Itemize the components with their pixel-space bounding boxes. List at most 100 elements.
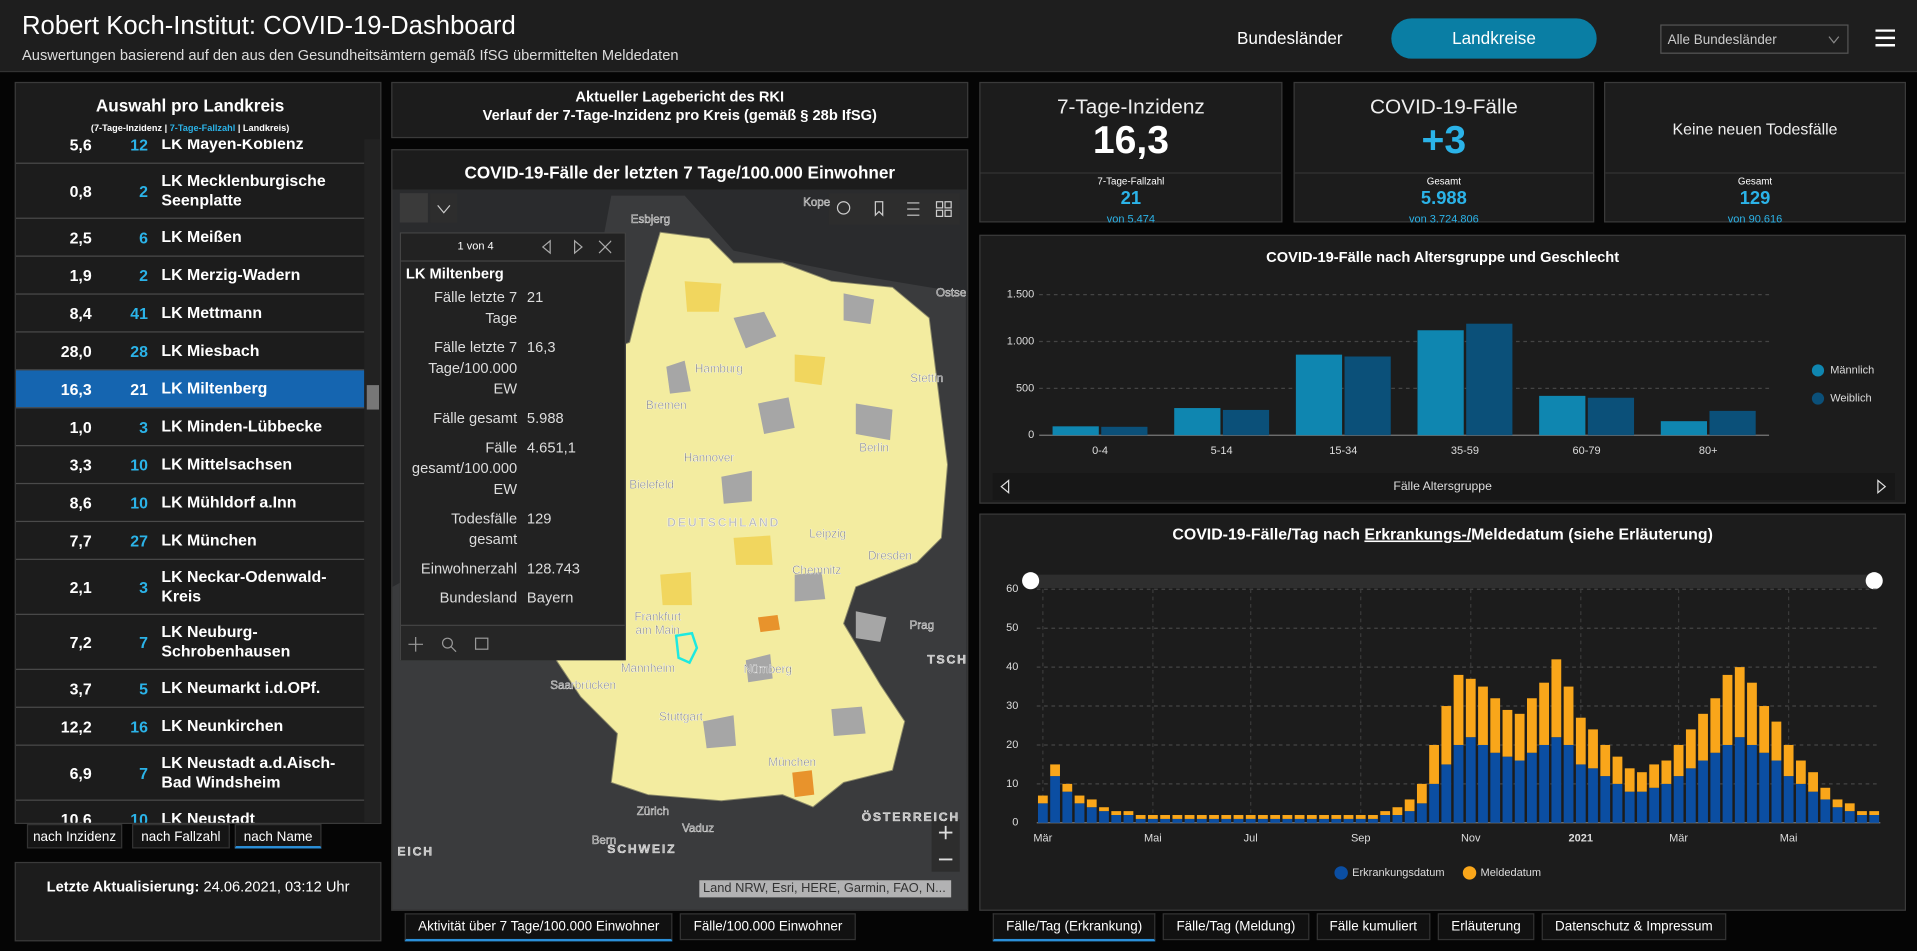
incidence: 12,2 xyxy=(60,717,92,736)
range-slider[interactable] xyxy=(1030,574,1875,589)
map-label: Hannover xyxy=(684,452,734,465)
incidence: 1,0 xyxy=(69,417,92,436)
incidence: 10,6 xyxy=(60,809,92,823)
sort-button[interactable]: nach Inzidenz xyxy=(26,824,123,849)
district-row[interactable]: 28,0 28 LK Miesbach xyxy=(15,333,365,371)
map-tool[interactable] xyxy=(430,193,458,223)
district-name: LK Neckar-Odenwald-Kreis xyxy=(161,567,327,606)
kpi-note: von 3.724.806 xyxy=(1408,212,1479,225)
scroll-arrows[interactable] xyxy=(1000,479,1887,495)
district-row[interactable]: 8,6 10 LK Mühldorf a.Inn xyxy=(15,484,365,523)
field-label: Einwohnerzahl xyxy=(420,559,518,578)
tool-icon xyxy=(437,205,451,214)
popup-fields: Fälle letzte 7 Tage 21 Fälle letzte 7 Tage… xyxy=(405,287,623,617)
popup-field: Fälle letzte 7 Tage/100.000 EW 16,3 xyxy=(405,337,623,399)
kpi-card: 7-Tage-Inzidenz 16,3 7-Tage-Fallzahl 21 von … xyxy=(979,81,1283,225)
bar xyxy=(1184,815,1195,819)
y-tick-label: 10 xyxy=(1006,778,1018,790)
map-label: Saarbrücken xyxy=(550,679,616,692)
popup-field: Einwohnerzahl 128.743 xyxy=(405,559,623,580)
legend-label[interactable]: Meldedatum xyxy=(1481,867,1542,879)
district-row[interactable]: 2,5 6 LK Meißen xyxy=(15,219,365,257)
nav-button[interactable]: Landkreise xyxy=(1391,18,1597,59)
map-title: COVID-19-Fälle der letzten 7 Tage/100.00… xyxy=(464,162,896,183)
sort-button[interactable]: nach Fallzahl xyxy=(132,824,230,849)
popup-tools[interactable] xyxy=(408,636,494,653)
dropdown[interactable]: Alle Bundesländer xyxy=(1660,24,1849,54)
district-row[interactable]: 10,6 10 LK Neustadt xyxy=(16,801,364,823)
tab[interactable]: Fälle kumuliert xyxy=(1316,913,1431,941)
bar xyxy=(1820,787,1831,800)
district-row[interactable]: 3,3 10 LK Mittelsachsen xyxy=(15,446,365,485)
report-panel[interactable]: Aktueller Lagebericht des RKI Verlauf de… xyxy=(391,81,969,139)
district-row[interactable]: 1,0 3 LK Minden-Lübbecke xyxy=(15,408,365,447)
legend-label[interactable]: Männlich xyxy=(1830,364,1874,376)
scroll-thumb[interactable] xyxy=(366,385,379,410)
tab[interactable]: Erläuterung xyxy=(1437,913,1535,941)
map-popup[interactable]: 1 von 4 LK Miltenberg Fälle letzte 7 Tag… xyxy=(399,232,626,661)
nav-button[interactable]: Bundesländer xyxy=(1237,28,1343,48)
bar xyxy=(1111,811,1122,816)
bar xyxy=(1649,764,1660,788)
bar xyxy=(1111,815,1122,823)
district-row[interactable]: 16,3 21 LK Miltenberg xyxy=(15,370,365,409)
district-name: LK Mittelsachsen xyxy=(161,454,293,474)
district-row[interactable]: 3,7 5 LK Neumarkt i.d.OPf. xyxy=(15,670,365,708)
bar xyxy=(1416,803,1427,823)
district-patch xyxy=(792,770,815,798)
legend-marker xyxy=(1334,866,1348,880)
legend-label[interactable]: Erkrankungsdatum xyxy=(1352,867,1444,879)
bar xyxy=(1050,776,1060,823)
district-row[interactable]: 2,1 3 LK Neckar-Odenwald-Kreis xyxy=(15,560,365,615)
tab[interactable]: Datenschutz & Impressum xyxy=(1541,913,1727,941)
sort-button[interactable]: nach Name xyxy=(234,824,322,849)
bar xyxy=(1747,682,1757,745)
update-label: Letzte Aktualisierung: xyxy=(46,877,200,895)
scrollbar[interactable] xyxy=(364,139,381,823)
slider-handle[interactable] xyxy=(1865,572,1883,590)
x-tick-label: Mai xyxy=(1144,833,1162,845)
bar xyxy=(1294,818,1305,823)
district-row[interactable]: 6,9 7 LK Neustadt a.d.Aisch-Bad Windsheim xyxy=(15,746,365,801)
district-row[interactable]: 8,4 41 LK Mettmann xyxy=(15,295,365,333)
bar xyxy=(1037,795,1048,804)
bar xyxy=(1052,426,1099,436)
map-label: ÖSTERREICH xyxy=(862,809,960,824)
bar xyxy=(1575,717,1586,765)
legend-label[interactable]: Weiblich xyxy=(1830,392,1871,404)
bar xyxy=(1466,323,1513,436)
bar xyxy=(1331,815,1342,819)
district-row[interactable]: 12,2 16 LK Neunkirchen xyxy=(15,708,365,746)
bar xyxy=(1392,807,1403,816)
bar xyxy=(1820,799,1831,823)
tab[interactable]: Aktivität über 7 Tage/100.000 Einwohner xyxy=(404,913,673,942)
district-row[interactable]: 7,7 27 LK München xyxy=(15,522,365,560)
district-name: LK Mettmann xyxy=(161,303,263,322)
menu-icon[interactable] xyxy=(1875,29,1895,47)
x-tick-label: 35-59 xyxy=(1451,445,1479,457)
map-tool[interactable] xyxy=(399,193,428,223)
bar xyxy=(1514,760,1525,823)
tab[interactable]: Fälle/Tag (Meldung) xyxy=(1163,913,1309,941)
bar xyxy=(1502,709,1513,757)
bar xyxy=(1637,791,1647,823)
popup-controls[interactable] xyxy=(538,238,612,255)
tab[interactable]: Fälle/100.000 Einwohner xyxy=(680,913,856,941)
map-label: DEUTSCHLAND xyxy=(667,515,780,529)
map-toolbar[interactable] xyxy=(828,193,960,225)
incidence: 1,9 xyxy=(69,265,92,285)
district-row[interactable]: 7,2 7 LK Neuburg-Schrobenhausen xyxy=(15,615,365,670)
field-label: Fälle letzte 7 Tage/100.000 EW xyxy=(428,338,518,398)
district-row[interactable]: 5,6 12 LK Mayen-Koblenz xyxy=(15,139,365,164)
slider-handle[interactable] xyxy=(1022,572,1040,590)
tab[interactable]: Fälle/Tag (Erkrankung) xyxy=(992,913,1156,942)
bar xyxy=(1783,744,1794,777)
map-label: Esbjerg xyxy=(631,213,670,226)
bar xyxy=(1698,713,1708,761)
district-row[interactable]: 1,9 2 LK Merzig-Wadern xyxy=(15,257,365,295)
case-count: 27 xyxy=(130,531,148,550)
kpi-separator xyxy=(980,172,1282,174)
popup-field: Fälle letzte 7 Tage 21 xyxy=(405,287,623,329)
district-row[interactable]: 0,8 2 LK Mecklenburgische Seenplatte xyxy=(15,164,365,219)
